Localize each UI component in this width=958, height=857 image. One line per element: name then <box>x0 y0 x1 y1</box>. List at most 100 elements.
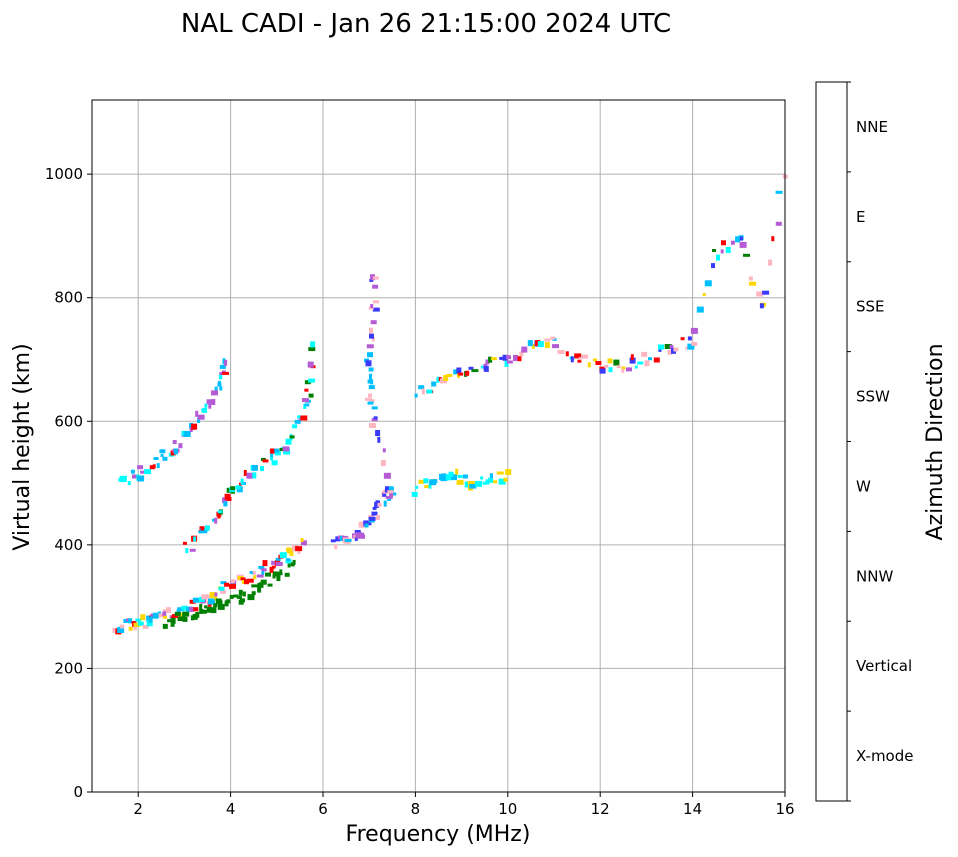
data-point <box>209 592 217 599</box>
data-point <box>468 366 474 370</box>
data-point <box>371 337 375 342</box>
data-point <box>137 475 145 482</box>
data-point <box>749 281 757 286</box>
data-point <box>457 474 463 478</box>
data-point <box>217 510 223 514</box>
data-point <box>300 538 304 542</box>
data-point <box>220 581 227 585</box>
data-point <box>219 364 226 369</box>
data-point <box>365 397 372 401</box>
data-point <box>382 448 386 453</box>
data-point <box>219 386 223 391</box>
y-axis-ticks: 0 200 400 600 800 1000 <box>45 165 92 801</box>
data-point <box>308 393 314 398</box>
data-point <box>308 347 316 352</box>
y-tick-label: 0 <box>73 783 83 801</box>
data-point <box>489 473 493 479</box>
data-point <box>185 548 189 554</box>
data-point <box>202 594 210 600</box>
data-point <box>370 274 375 281</box>
data-point <box>216 511 222 517</box>
data-point <box>178 616 186 620</box>
data-point <box>504 360 509 367</box>
data-point <box>229 583 236 589</box>
data-point <box>152 464 156 469</box>
data-point <box>680 337 685 341</box>
data-point <box>260 466 264 472</box>
data-point <box>275 557 281 561</box>
data-point <box>626 367 632 372</box>
data-point <box>214 517 218 524</box>
data-point <box>206 606 211 613</box>
data-point <box>140 470 145 474</box>
data-point <box>630 354 634 361</box>
data-point <box>440 478 448 482</box>
data-point <box>485 359 490 365</box>
x-tick-label: 4 <box>226 800 236 818</box>
data-point <box>262 560 268 567</box>
data-point <box>201 527 205 531</box>
data-point <box>219 375 223 380</box>
data-point <box>368 393 372 398</box>
data-point <box>275 572 283 576</box>
data-point <box>371 406 378 410</box>
data-point <box>183 431 191 437</box>
data-point <box>383 472 391 479</box>
data-point <box>256 574 264 578</box>
data-point <box>366 344 374 349</box>
data-point <box>198 530 202 534</box>
data-point <box>240 478 244 485</box>
data-point <box>429 479 437 486</box>
data-point <box>258 565 265 569</box>
plot-border <box>91 99 786 793</box>
data-point <box>658 344 664 350</box>
data-point <box>334 544 338 550</box>
data-point <box>240 598 245 603</box>
data-point <box>301 398 309 403</box>
data-point <box>251 591 256 596</box>
data-point <box>716 254 720 261</box>
data-point <box>130 469 135 474</box>
data-point <box>261 570 265 575</box>
data-point <box>371 511 378 516</box>
data-point <box>358 521 366 528</box>
data-point <box>276 575 281 581</box>
data-point <box>517 356 522 362</box>
data-point <box>387 498 392 501</box>
plot-background <box>92 100 785 792</box>
data-point <box>265 572 271 577</box>
data-point <box>189 548 196 552</box>
data-point <box>574 353 582 359</box>
data-point <box>149 465 155 470</box>
data-point <box>160 454 164 457</box>
y-tick-label: 200 <box>54 659 83 677</box>
data-point <box>369 333 374 339</box>
data-point <box>369 278 374 282</box>
x-axis-ticks: 2 4 6 8 10 12 14 16 <box>133 792 795 818</box>
data-point <box>173 448 178 455</box>
data-point <box>178 443 183 449</box>
data-point <box>496 471 504 475</box>
data-point <box>285 559 292 564</box>
data-point <box>222 358 226 365</box>
data-point <box>289 550 294 556</box>
data-point <box>673 347 679 352</box>
colorbar-title: Azimuth Direction <box>923 343 948 540</box>
data-point <box>578 357 582 361</box>
data-point <box>170 617 176 624</box>
data-point <box>565 351 569 357</box>
data-point <box>506 355 511 360</box>
data-point <box>335 536 341 542</box>
data-point <box>372 284 379 289</box>
data-point <box>274 448 280 453</box>
data-point <box>271 460 278 466</box>
data-point <box>208 598 215 605</box>
data-point <box>218 380 221 386</box>
data-point <box>166 607 171 614</box>
data-point <box>279 448 285 451</box>
data-point <box>192 597 200 603</box>
data-point <box>775 190 783 194</box>
data-point <box>616 365 621 369</box>
data-point <box>190 615 194 621</box>
data-point <box>621 366 626 370</box>
